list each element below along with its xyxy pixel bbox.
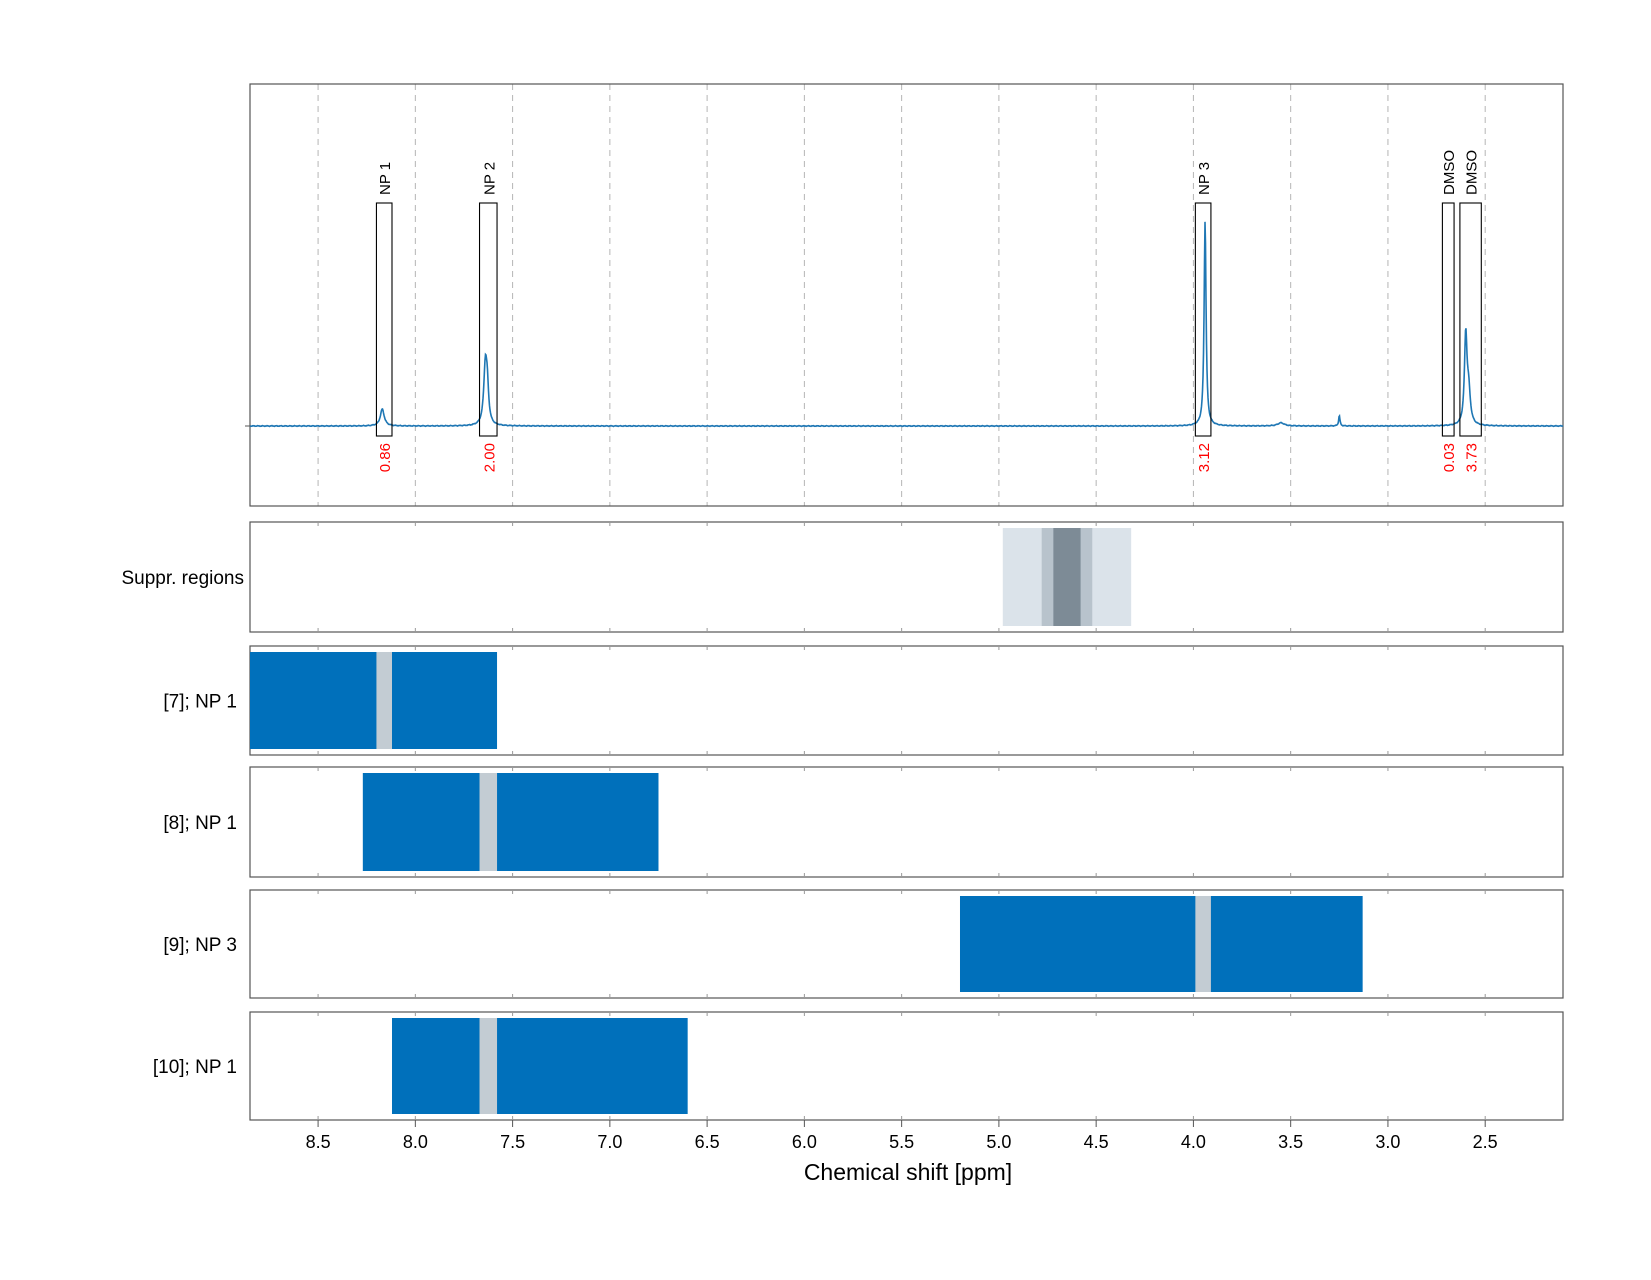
x-tick-label: 8.5	[306, 1132, 331, 1152]
spectrum-line	[249, 221, 1564, 428]
grid-layer	[317, 84, 1486, 506]
x-tick-label: 6.0	[792, 1132, 817, 1152]
peak-region-label: DMSO	[1441, 150, 1458, 195]
range-row-label: [7]; NP 1	[163, 692, 237, 713]
peak-integral-value: 3.73	[1464, 443, 1481, 472]
peak-integral-value: 0.03	[1441, 443, 1458, 472]
peak-region-label: NP 2	[481, 162, 498, 195]
x-tick-label: 6.5	[695, 1132, 720, 1152]
range-row-label: [8]; NP 1	[163, 813, 237, 834]
range-row-label: [9]; NP 3	[163, 935, 237, 956]
peak-integral-value: 0.86	[377, 443, 394, 472]
peak-region-label: DMSO	[1464, 150, 1481, 195]
x-tick-label: 7.0	[597, 1132, 622, 1152]
range-bar-gap	[479, 1018, 498, 1114]
range-row-frame	[249, 889, 1564, 999]
range-bar-gap	[1195, 896, 1211, 992]
range-bar-gap	[479, 773, 498, 871]
x-tick-label: 3.5	[1278, 1132, 1303, 1152]
suppression-row-label: Suppr. regions	[121, 568, 244, 589]
peak-region-box	[1194, 202, 1212, 437]
x-tick-label: 5.5	[889, 1132, 914, 1152]
range-bar	[362, 773, 659, 871]
peak-region-box	[1459, 202, 1482, 437]
peak-region-label: NP 3	[1196, 162, 1213, 195]
x-tick-label: 2.5	[1473, 1132, 1498, 1152]
spectrum-frame	[249, 83, 1564, 507]
peak-region-box	[375, 202, 393, 437]
x-tick-label: 4.5	[1084, 1132, 1109, 1152]
suppression-frame	[249, 521, 1564, 633]
peak-region-box	[478, 202, 498, 437]
suppression-region-dark	[1053, 528, 1081, 626]
range-row-label: [10]; NP 1	[153, 1057, 237, 1078]
x-tick-label: 5.0	[986, 1132, 1011, 1152]
x-tick-label: 7.5	[500, 1132, 525, 1152]
range-rows: [7]; NP 1 [8]; NP 1 [9]; NP 3 [10]; NP 1	[153, 645, 1564, 1121]
peak-region-box	[1441, 202, 1455, 437]
range-bar	[250, 652, 498, 749]
x-tick-label: 8.0	[403, 1132, 428, 1152]
range-bar-gap	[376, 652, 392, 749]
spectrum-panel: NP 1 0.86 NP 2 2.00 NP 3 3.12 DMSO 0.03 DMSO 3.73	[245, 83, 1564, 507]
peak-region-label: NP 1	[377, 162, 394, 195]
peak-integral-value: 2.00	[481, 443, 498, 472]
peak-integral-value: 3.12	[1196, 443, 1213, 472]
suppression-regions-panel: Suppr. regions	[121, 521, 1564, 633]
range-bar	[391, 1018, 688, 1114]
range-bar	[959, 896, 1363, 992]
x-tick-label: 4.0	[1181, 1132, 1206, 1152]
x-axis-title: Chemical shift [ppm]	[804, 1159, 1012, 1185]
x-tick-label: 3.0	[1375, 1132, 1400, 1152]
x-axis: 8.5 8.0 7.5 7.0 6.5 6.0 5.5 5.0 4.5 4.0 3.5 3.0 2.5	[306, 522, 1498, 1152]
